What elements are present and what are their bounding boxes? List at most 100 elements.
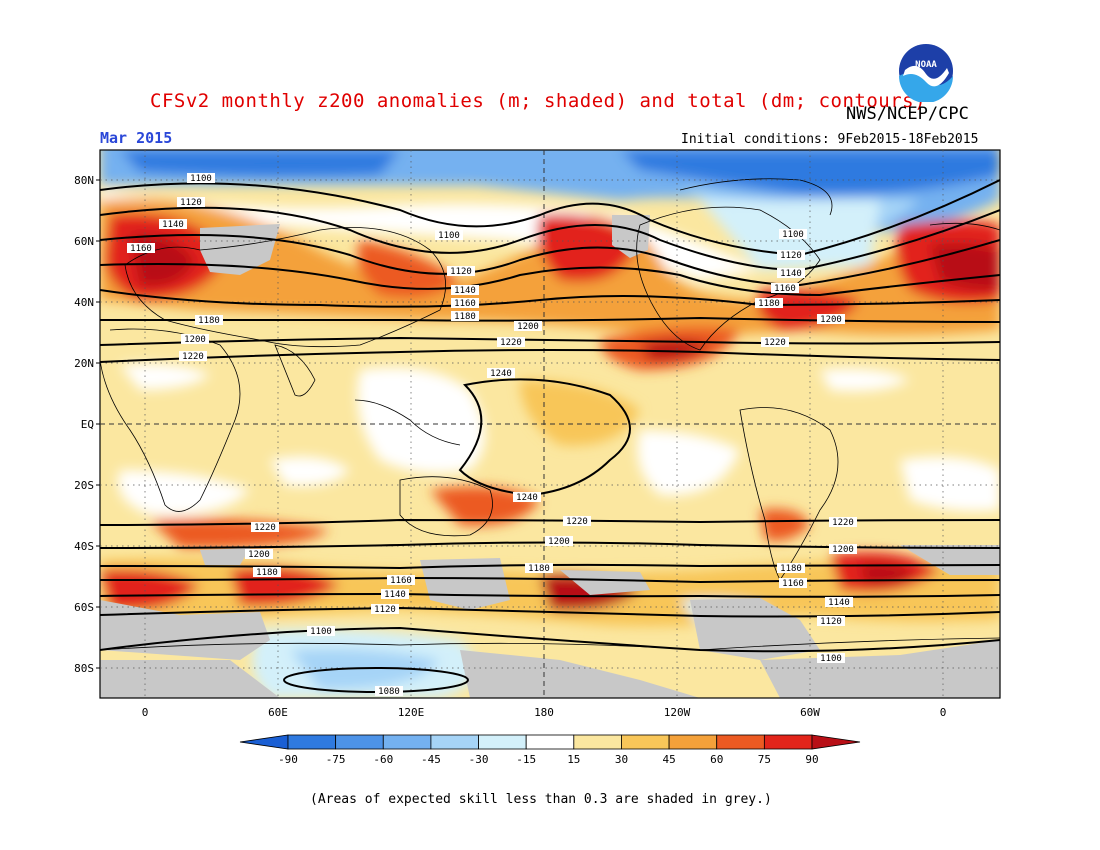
svg-text:1140: 1140 [828, 598, 850, 608]
equator-dateline [100, 150, 1000, 698]
lat-label: 40N [74, 296, 94, 309]
lon-label: 0 [940, 706, 947, 719]
svg-text:1220: 1220 [832, 518, 854, 528]
colorbar-label: 45 [662, 753, 675, 766]
svg-text:1120: 1120 [180, 198, 202, 208]
lat-label: 20N [74, 357, 94, 370]
svg-text:1180: 1180 [454, 312, 476, 322]
svg-text:1160: 1160 [130, 244, 152, 254]
contour-label-1120: 1120 [777, 250, 805, 261]
latitude-axis: 80N 60N 40N 20N EQ 20S 40S 60S 80S [74, 174, 94, 675]
contour-label-1120: 1120 [817, 616, 845, 627]
svg-text:1180: 1180 [780, 564, 802, 574]
colorbar-label: -15 [516, 753, 536, 766]
colorbar-swatch [287, 734, 337, 750]
svg-text:1200: 1200 [248, 550, 270, 560]
contour-label-1180: 1180 [755, 298, 783, 309]
latitude-ticks [96, 179, 100, 669]
svg-text:1160: 1160 [774, 284, 796, 294]
contour-label-1160: 1160 [779, 578, 807, 589]
logo-text: NOAA [915, 60, 937, 70]
contour-label-1240: 1240 [513, 492, 541, 503]
lon-label: 60E [268, 706, 288, 719]
colorbar-left-arrow [239, 734, 289, 750]
contour-label-1180: 1180 [451, 311, 479, 322]
colorbar-swatch [382, 734, 432, 750]
contour-label-1140: 1140 [159, 219, 187, 230]
svg-text:1220: 1220 [500, 338, 522, 348]
contour-label-1200: 1200 [514, 321, 542, 332]
svg-text:1100: 1100 [782, 230, 804, 240]
shaded-anomalies [100, 150, 1000, 698]
lon-label: 120W [664, 706, 691, 719]
colorbar-swatch [430, 734, 479, 750]
contour-label-1120: 1120 [447, 266, 475, 277]
svg-text:1100: 1100 [190, 174, 212, 184]
svg-text:1160: 1160 [782, 579, 804, 589]
svg-text:1160: 1160 [454, 299, 476, 309]
colorbar-label: 15 [567, 753, 580, 766]
colorbar-swatch [621, 734, 670, 750]
svg-text:1120: 1120 [450, 267, 472, 277]
svg-text:1120: 1120 [780, 251, 802, 261]
svg-text:1220: 1220 [764, 338, 786, 348]
colorbar-label: 90 [805, 753, 818, 766]
contour-label-1200: 1200 [817, 314, 845, 325]
contour-label-1220: 1220 [251, 522, 279, 533]
agency-label: NWS/NCEP/CPC [846, 104, 969, 124]
contour-label-1120: 1120 [177, 197, 205, 208]
colorbar-swatch [716, 734, 765, 750]
svg-text:1080: 1080 [378, 687, 400, 697]
colorbar-label: 60 [710, 753, 723, 766]
contour-label-1180: 1180 [777, 563, 805, 574]
contour-label-1200: 1200 [181, 334, 209, 345]
svg-text:1180: 1180 [528, 564, 550, 574]
forecast-month: Mar 2015 [100, 129, 173, 147]
svg-text:1100: 1100 [310, 627, 332, 637]
contour-value-labels: 1100 1120 1140 1160 1180 1200 1220 1100 … [127, 173, 857, 697]
colorbar-swatch [668, 734, 718, 750]
colorbar-right-arrow [811, 734, 861, 750]
colorbar-label: -60 [373, 753, 393, 766]
svg-text:1100: 1100 [438, 231, 460, 241]
colorbar-label: 30 [615, 753, 628, 766]
colorbar-label: -90 [278, 753, 298, 766]
svg-text:1220: 1220 [566, 517, 588, 527]
svg-text:1140: 1140 [384, 590, 406, 600]
lat-label: 60S [74, 601, 94, 614]
initial-conditions: Initial conditions: 9Feb2015-18Feb2015 [681, 132, 979, 147]
svg-text:1200: 1200 [832, 545, 854, 555]
colorbar-swatch [525, 734, 575, 750]
grid-lines [100, 150, 1000, 698]
contour-label-1100: 1100 [817, 653, 845, 664]
colorbar-swatch [478, 734, 527, 750]
contour-label-1180: 1180 [525, 563, 553, 574]
contour-label-1200: 1200 [245, 549, 273, 560]
skill-footnote: (Areas of expected skill less than 0.3 a… [310, 792, 772, 807]
svg-text:1200: 1200 [517, 322, 539, 332]
svg-text:1120: 1120 [374, 605, 396, 615]
contour-label-1080: 1080 [375, 686, 403, 697]
svg-text:1200: 1200 [820, 315, 842, 325]
colorbar-label: 75 [758, 753, 771, 766]
svg-text:1120: 1120 [820, 617, 842, 627]
svg-text:1140: 1140 [780, 269, 802, 279]
map-title: CFSv2 monthly z200 anomalies (m; shaded)… [150, 90, 927, 112]
longitude-axis: 0 60E 120E 180 120W 60W 0 [142, 706, 947, 719]
lat-label: 80S [74, 662, 94, 675]
svg-text:1220: 1220 [254, 523, 276, 533]
svg-text:1180: 1180 [198, 316, 220, 326]
contour-label-1200: 1200 [829, 544, 857, 555]
contour-label-1180: 1180 [195, 315, 223, 326]
lon-label: 120E [398, 706, 425, 719]
noaa-logo-icon: NOAA [896, 41, 956, 102]
contour-label-1100: 1100 [779, 229, 807, 240]
contour-label-1220: 1220 [179, 351, 207, 362]
colorbar-label: -45 [421, 753, 441, 766]
contour-label-1180: 1180 [253, 567, 281, 578]
colorbar: -90 -75 -60 -45 -30 -15 15 30 45 60 75 90 [239, 734, 861, 766]
contour-label-1220: 1220 [563, 516, 591, 527]
contour-label-1140: 1140 [825, 597, 853, 608]
svg-text:1220: 1220 [182, 352, 204, 362]
